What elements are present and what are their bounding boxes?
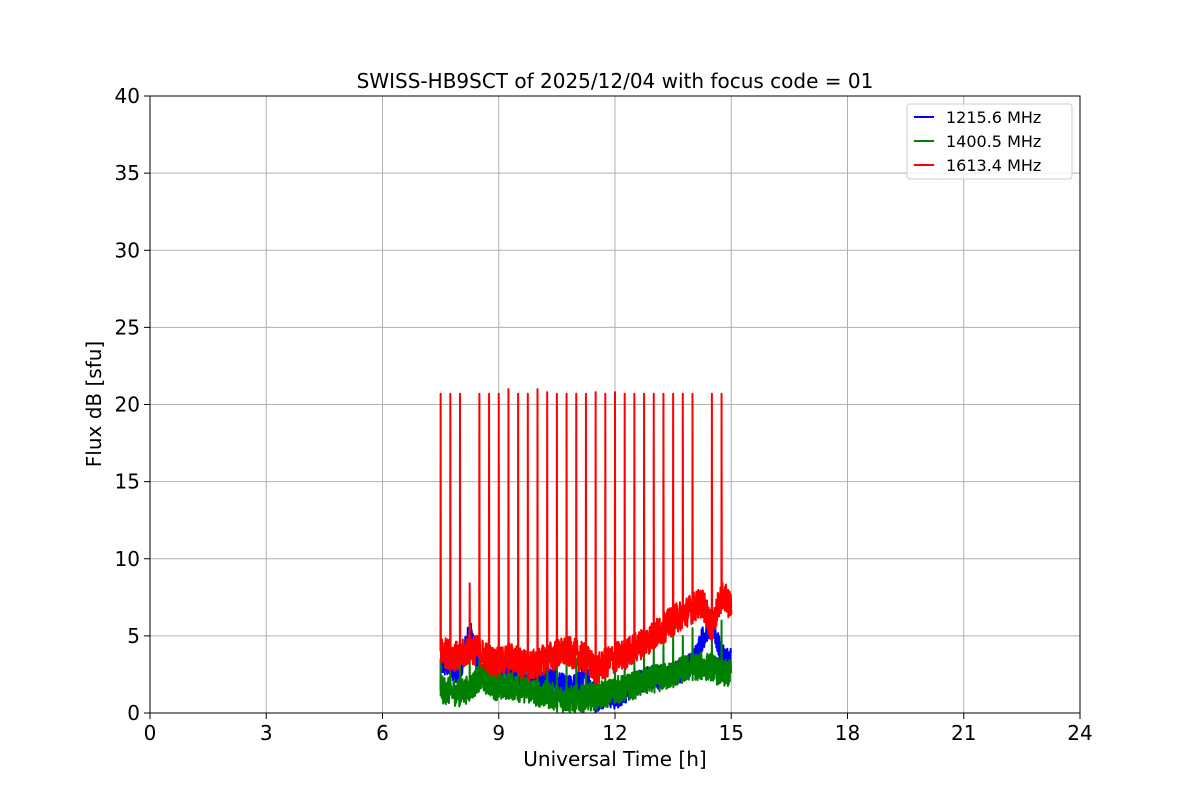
x-tick-label: 15 xyxy=(719,721,744,745)
x-tick-label: 21 xyxy=(951,721,976,745)
y-tick-label: 35 xyxy=(115,161,140,185)
y-tick-label: 40 xyxy=(115,84,140,108)
x-tick-label: 24 xyxy=(1067,721,1092,745)
series-1400-mhz-line xyxy=(439,619,733,713)
x-tick-label: 6 xyxy=(376,721,389,745)
y-tick-label: 25 xyxy=(115,315,140,339)
x-tick-label: 12 xyxy=(602,721,627,745)
legend-label-1613: 1613.4 MHz xyxy=(946,156,1041,175)
series-layer xyxy=(439,388,733,713)
x-tick-label: 18 xyxy=(835,721,860,745)
y-tick-label: 30 xyxy=(115,238,140,262)
x-tick-label: 3 xyxy=(260,721,273,745)
y-tick-label: 15 xyxy=(115,470,140,494)
y-axis-ticks: 0 5 10 15 20 25 30 35 40 xyxy=(115,84,150,725)
legend-label-1215: 1215.6 MHz xyxy=(946,108,1041,127)
x-axis-ticks: 0 3 6 9 12 15 18 21 24 xyxy=(144,713,1093,745)
legend: 1215.6 MHz 1400.5 MHz 1613.4 MHz xyxy=(906,103,1073,180)
y-axis-label: Flux dB [sfu] xyxy=(82,341,106,467)
x-tick-label: 9 xyxy=(492,721,505,745)
y-tick-label: 5 xyxy=(127,624,140,648)
series-1613-mhz-line xyxy=(439,388,733,685)
plot-area xyxy=(439,388,733,713)
y-tick-label: 20 xyxy=(115,393,140,417)
legend-box xyxy=(906,103,1073,180)
chart-title: SWISS-HB9SCT of 2025/12/04 with focus co… xyxy=(357,69,874,93)
y-tick-label: 0 xyxy=(127,701,140,725)
y-tick-label: 10 xyxy=(115,547,140,571)
x-tick-label: 0 xyxy=(144,721,157,745)
x-axis-label: Universal Time [h] xyxy=(523,747,706,771)
legend-label-1400: 1400.5 MHz xyxy=(946,132,1041,151)
